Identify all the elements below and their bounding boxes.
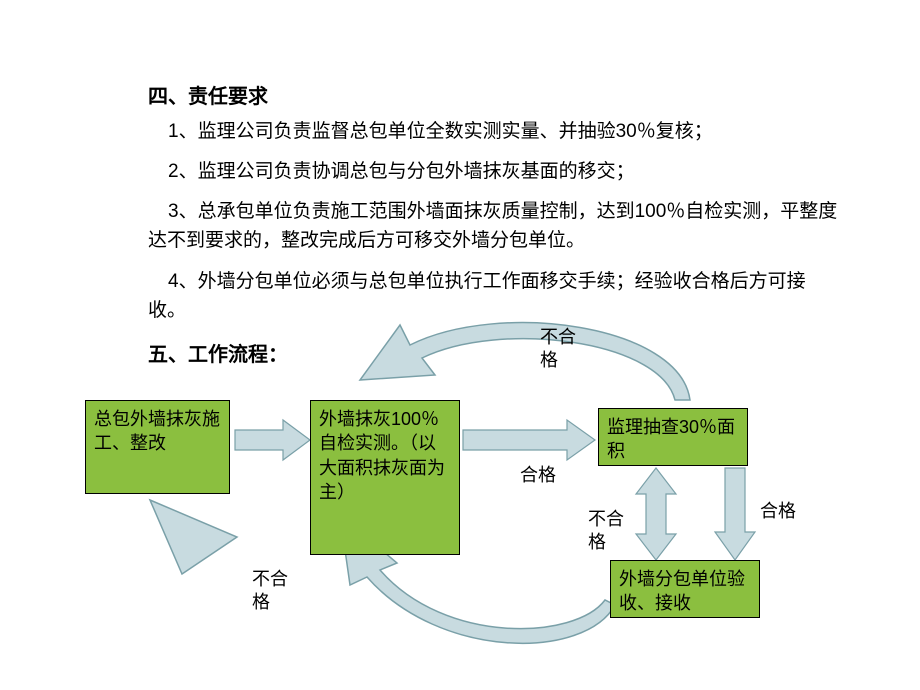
flow-node-4: 外墙分包单位验收、接收 <box>610 560 760 618</box>
section4-title: 四、责任要求 <box>148 82 268 112</box>
label-n3-n4: 合格 <box>760 500 796 523</box>
flow-node-4-text: 外墙分包单位验收、接收 <box>619 569 745 613</box>
arrow-triangle-standalone <box>142 492 242 582</box>
section4-item-2: 2、监理公司负责协调总包与分包外墙抹灰基面的移交； <box>168 158 828 187</box>
label-n2-n3: 合格 <box>520 464 556 487</box>
label-curve-bottom: 不合格 <box>252 568 292 615</box>
flow-node-3-text: 监理抽查30％面积 <box>607 417 735 461</box>
flow-node-2-text: 外墙抹灰100％自检实测。（以大面积抹灰面为主） <box>319 409 445 502</box>
arrow-n2-n3 <box>463 420 595 460</box>
flow-node-1-text: 总包外墙抹灰施工、整改 <box>94 409 220 453</box>
arrow-n4-n3-double <box>636 468 676 560</box>
label-n4-n3: 不合格 <box>588 508 628 555</box>
section4-item-3: 3、总承包单位负责施工范围外墙面抹灰质量控制，达到100％自检实测，平整度达不到… <box>148 198 838 255</box>
arrow-n3-n4-path <box>715 468 755 560</box>
section4-item-1: 1、监理公司负责监督总包单位全数实测实量、并抽验30％复核； <box>168 118 828 147</box>
flow-node-3: 监理抽查30％面积 <box>598 408 748 466</box>
arrow-n3-n4 <box>715 468 755 560</box>
arrow-curve-top <box>360 290 700 410</box>
arrow-n1-n2 <box>235 420 310 460</box>
page-canvas: 四、责任要求 1、监理公司负责监督总包单位全数实测实量、并抽验30％复核； 2、… <box>0 0 920 690</box>
label-curve-top: 不合格 <box>540 326 580 373</box>
flow-node-2: 外墙抹灰100％自检实测。（以大面积抹灰面为主） <box>310 400 460 555</box>
arrow-triangle-path <box>150 500 237 574</box>
arrow-n1-n2-path <box>235 420 310 460</box>
arrow-n4-n3-double-path <box>636 468 676 560</box>
flow-node-1: 总包外墙抹灰施工、整改 <box>85 400 230 494</box>
arrow-curve-top-path <box>360 323 690 400</box>
section5-title: 五、工作流程： <box>148 340 288 370</box>
